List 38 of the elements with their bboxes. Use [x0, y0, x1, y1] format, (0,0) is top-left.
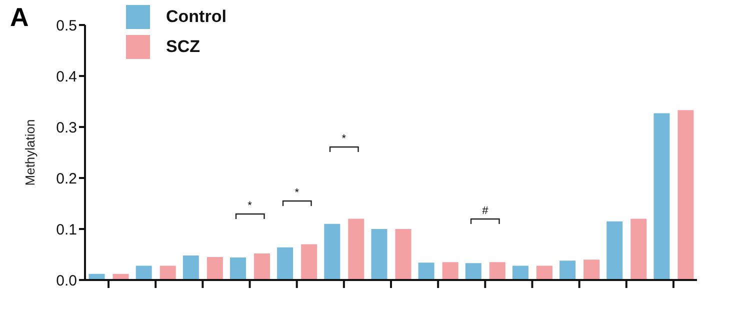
bar [418, 262, 434, 280]
y-tick-label: 0.3 [56, 119, 77, 136]
bar [160, 266, 176, 280]
bar [512, 266, 528, 280]
bar [395, 229, 412, 280]
bar [371, 229, 388, 280]
bar [606, 221, 623, 280]
y-axis-title: Methylation [22, 119, 38, 186]
bar [536, 266, 552, 280]
bar [465, 263, 482, 280]
y-tick-label: 0.4 [56, 68, 77, 86]
annotation: * [294, 186, 300, 199]
bar [560, 260, 576, 280]
annotation: * [340, 133, 348, 146]
legend-label: Control [166, 7, 226, 27]
y-tick-label: 0.5 [56, 17, 77, 34]
annotation: * [246, 200, 253, 212]
bar [324, 224, 340, 280]
bar [301, 244, 318, 280]
bar [489, 262, 506, 280]
bar [136, 266, 152, 280]
bar [206, 257, 223, 280]
y-tick-label: 0.2 [56, 170, 77, 188]
bar [584, 260, 600, 280]
bar [348, 218, 364, 280]
text: A [10, 2, 29, 33]
legend-label: SCZ [166, 37, 200, 57]
bar [254, 253, 270, 280]
bar [678, 110, 694, 280]
y-tick-label: 0.0 [56, 272, 77, 290]
bar [182, 256, 199, 280]
bar [277, 247, 294, 280]
annotation: # [481, 204, 490, 217]
bar [630, 218, 647, 280]
bar [230, 258, 246, 280]
bar [654, 113, 670, 280]
y-tick-label: 0.1 [56, 221, 77, 238]
bar [442, 262, 458, 280]
